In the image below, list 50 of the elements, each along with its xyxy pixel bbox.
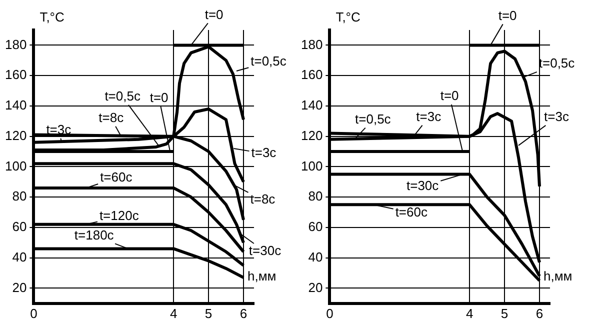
y-axis-title: T,°C [336,10,360,25]
x-tick-label: 6 [240,306,248,321]
x-tick-label: 0 [30,306,38,321]
y-tick-label: 20 [12,280,27,295]
y-tick-label: 60 [12,219,27,234]
y-tick-label: 20 [308,280,323,295]
annotation: t=30с [248,243,282,258]
y-tick-label: 140 [300,98,323,113]
y-tick-label: 100 [4,158,27,174]
y-tick-label: 40 [12,249,27,264]
y-tick-label: 40 [308,249,323,264]
y-tick-label: 80 [12,188,27,204]
y-tick-label: 120 [300,128,323,143]
y-tick-label: 60 [308,219,323,234]
y-tick-label: 180 [4,36,27,52]
x-tick-label: 4 [170,306,178,321]
x-axis-title: h,мм [544,268,572,284]
annotation: t=0,5с [355,111,392,126]
annotation: t=3с [416,108,442,124]
x-tick-label: 0 [326,306,334,321]
annotation: t=0 [440,88,459,104]
y-tick-label: 80 [308,188,323,204]
annotation: t=0,5с [104,88,141,104]
y-tick-label: 140 [4,98,27,113]
annotation: t=0,5с [538,56,576,71]
annotation: t=120с [99,208,140,223]
y-tick-label: 160 [4,67,27,82]
x-axis-title: h,мм [248,268,276,284]
annotation: t=60с [100,170,133,185]
annotation: t=30с [406,178,440,193]
annotation: t=3с [544,109,570,124]
annotation: t=0 [204,6,224,22]
y-tick-label: 180 [300,36,323,52]
annotation: t=8с [250,192,276,207]
annotation: t=0,5с [250,54,287,69]
annotation: t=60с [395,204,428,220]
annotation: t=180с [74,227,114,242]
annotation: t=0 [150,90,168,106]
x-tick-label: 5 [500,306,508,321]
annotation: t=3с [46,122,72,137]
y-tick-label: 100 [300,158,323,174]
annotation: t=3с [251,145,277,160]
x-tick-label: 4 [466,306,474,321]
annotation: t=8с [98,110,124,125]
y-tick-label: 120 [4,128,27,143]
annotation: t=0 [498,8,517,23]
x-tick-label: 6 [536,306,544,321]
y-tick-label: 160 [300,67,323,82]
y-axis-title: T,°C [40,10,64,25]
x-tick-label: 5 [204,306,212,321]
